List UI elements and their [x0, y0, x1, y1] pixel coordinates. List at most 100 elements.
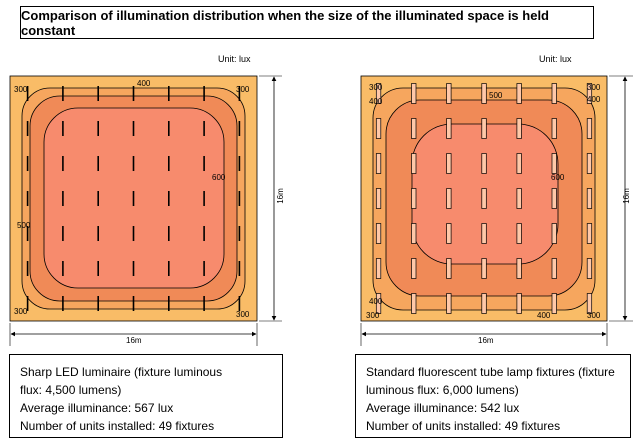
- light-fixture: [411, 83, 417, 104]
- unit-label-left: Unit: lux: [218, 54, 251, 64]
- contour-label-left: 500: [17, 221, 31, 230]
- light-fixture: [375, 153, 382, 174]
- light-fixture: [481, 293, 487, 314]
- contour-label-tr2: 400: [587, 95, 601, 104]
- light-fixture: [375, 118, 382, 139]
- unit-label-right: Unit: lux: [539, 54, 572, 64]
- light-fixture: [97, 156, 99, 171]
- light-fixture: [375, 258, 382, 279]
- light-fixture: [238, 296, 241, 311]
- fixture-description: Sharp LED luminaire (fixture luminous: [20, 365, 223, 379]
- light-fixture: [203, 296, 205, 311]
- light-fixture: [26, 156, 29, 171]
- light-fixture: [97, 296, 99, 311]
- height-label-led: 16m: [276, 188, 285, 204]
- light-fixture: [411, 293, 417, 314]
- light-fixture: [132, 156, 135, 171]
- light-fixture: [586, 223, 593, 244]
- light-fixture: [481, 118, 487, 139]
- panel-led: 300 300 300 300 400 500 600 16m 16m: [9, 75, 285, 346]
- light-fixture: [446, 83, 452, 104]
- page-title: Comparison of illumination distribution …: [20, 6, 594, 39]
- light-fixture: [26, 121, 29, 136]
- info-box-led: Sharp LED luminaire (fixture luminous fl…: [9, 354, 283, 438]
- contour-label-inner: 600: [212, 173, 226, 182]
- light-fixture: [168, 156, 170, 171]
- light-fixture: [411, 223, 417, 244]
- light-fixture: [446, 258, 452, 279]
- contour-label-br: 300: [587, 311, 601, 320]
- light-fixture: [62, 261, 64, 276]
- light-fixture: [238, 226, 241, 241]
- light-fixture: [481, 223, 487, 244]
- light-fixture: [62, 296, 64, 311]
- light-fixture: [551, 118, 557, 139]
- light-fixture: [132, 191, 135, 206]
- light-fixture: [203, 156, 205, 171]
- units-installed: Number of units installed: 49 fixtures: [366, 419, 561, 433]
- light-fixture: [586, 118, 593, 139]
- width-label-led: 16m: [126, 336, 142, 345]
- light-fixture: [586, 83, 593, 104]
- light-fixture: [203, 261, 205, 276]
- light-fixture: [516, 293, 522, 314]
- light-fixture: [586, 153, 593, 174]
- light-fixture: [97, 226, 99, 241]
- light-fixture: [375, 83, 382, 104]
- light-fixture: [132, 226, 135, 241]
- width-label-fluorescent: 16m: [478, 336, 494, 345]
- light-fixture: [516, 258, 522, 279]
- contour-label-bottom: 400: [537, 311, 551, 320]
- light-fixture: [203, 86, 205, 101]
- light-fixture: [481, 153, 487, 174]
- light-fixture: [481, 83, 487, 104]
- light-fixture: [97, 191, 99, 206]
- light-fixture: [238, 121, 241, 136]
- light-fixture: [203, 121, 205, 136]
- light-fixture: [238, 156, 241, 171]
- light-fixture: [586, 188, 593, 209]
- contour-label-tl: 300: [14, 85, 28, 94]
- light-fixture: [62, 226, 64, 241]
- light-fixture: [132, 121, 135, 136]
- light-fixture: [375, 188, 382, 209]
- light-fixture: [375, 293, 382, 314]
- light-fixture: [446, 293, 452, 314]
- light-fixture: [26, 261, 29, 276]
- light-fixture: [62, 191, 64, 206]
- light-fixture: [168, 86, 170, 101]
- contour-label-bl: 300: [14, 307, 28, 316]
- contour-label-bl2: 400: [369, 297, 383, 306]
- light-fixture: [551, 293, 557, 314]
- fixture-description-cont: luminous flux: 6,000 lumens): [366, 383, 519, 397]
- light-fixture: [132, 261, 135, 276]
- contour-label-tl2: 400: [369, 97, 383, 106]
- light-fixture: [375, 223, 382, 244]
- light-fixture: [411, 118, 417, 139]
- light-fixture: [203, 191, 205, 206]
- light-fixture: [168, 296, 170, 311]
- contour-label-top: 400: [137, 79, 151, 88]
- light-fixture: [551, 223, 557, 244]
- light-fixture: [516, 153, 522, 174]
- fixture-description: Standard fluorescent tube lamp fixtures …: [366, 365, 615, 379]
- light-fixture: [97, 86, 99, 101]
- light-fixture: [516, 188, 522, 209]
- average-illuminance: Average illuminance: 542 lux: [366, 401, 520, 415]
- light-fixture: [446, 223, 452, 244]
- light-fixture: [168, 226, 170, 241]
- light-fixture: [62, 86, 64, 101]
- light-fixture: [62, 156, 64, 171]
- contour-label-br: 300: [236, 310, 250, 319]
- light-fixture: [168, 191, 170, 206]
- light-fixture: [446, 153, 452, 174]
- light-fixture: [446, 118, 452, 139]
- height-label-fluorescent: 16m: [622, 188, 631, 204]
- light-fixture: [238, 86, 241, 101]
- contour-label-top: 500: [489, 91, 503, 100]
- light-fixture: [411, 188, 417, 209]
- light-fixture: [132, 86, 135, 101]
- light-fixture: [411, 258, 417, 279]
- light-fixture: [26, 191, 29, 206]
